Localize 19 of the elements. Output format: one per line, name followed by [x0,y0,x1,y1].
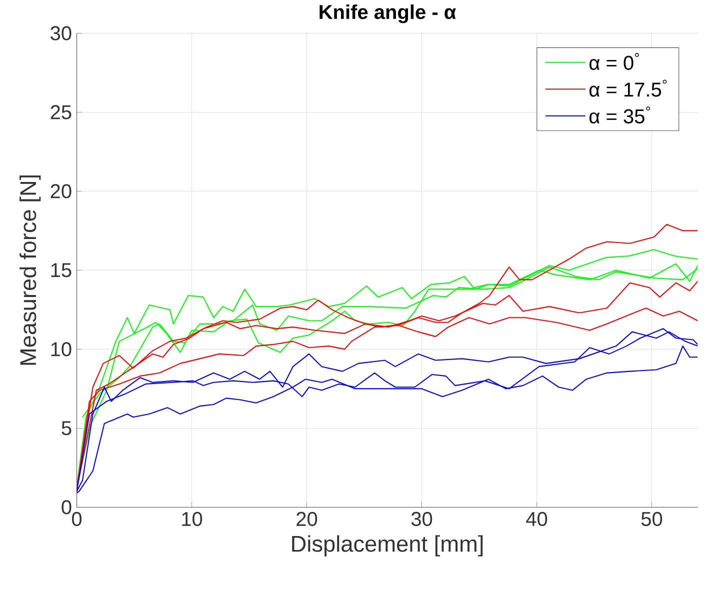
x-tick-label: 10 [182,512,202,526]
x-tick-label: 20 [296,512,318,526]
x-tick-label: 30 [411,512,432,526]
y-tick-label: 20 [50,184,72,198]
y-tick-label: 5 [62,420,72,435]
y-axis-title: Measured force [N] [20,175,41,364]
y-tick-label: 15 [51,263,72,277]
y-tick-label: 0 [62,500,72,514]
legend-label: α = 17.5$^{°}$ [589,80,667,96]
x-tick-label: 0 [72,512,82,526]
chart-title: Knife angle - α [320,4,456,23]
y-tick-label: 25 [50,104,72,120]
x-tick-label: 40 [526,512,548,526]
x-axis-title: Displacement [mm] [292,535,483,556]
y-tick-label: 30 [50,26,72,40]
legend-label: α = 35$^{°}$ [589,106,650,124]
y-tick-label: 10 [51,342,72,356]
x-tick-label: 50 [641,512,662,526]
legend-label: α = 0$^{°}$ [589,52,639,70]
